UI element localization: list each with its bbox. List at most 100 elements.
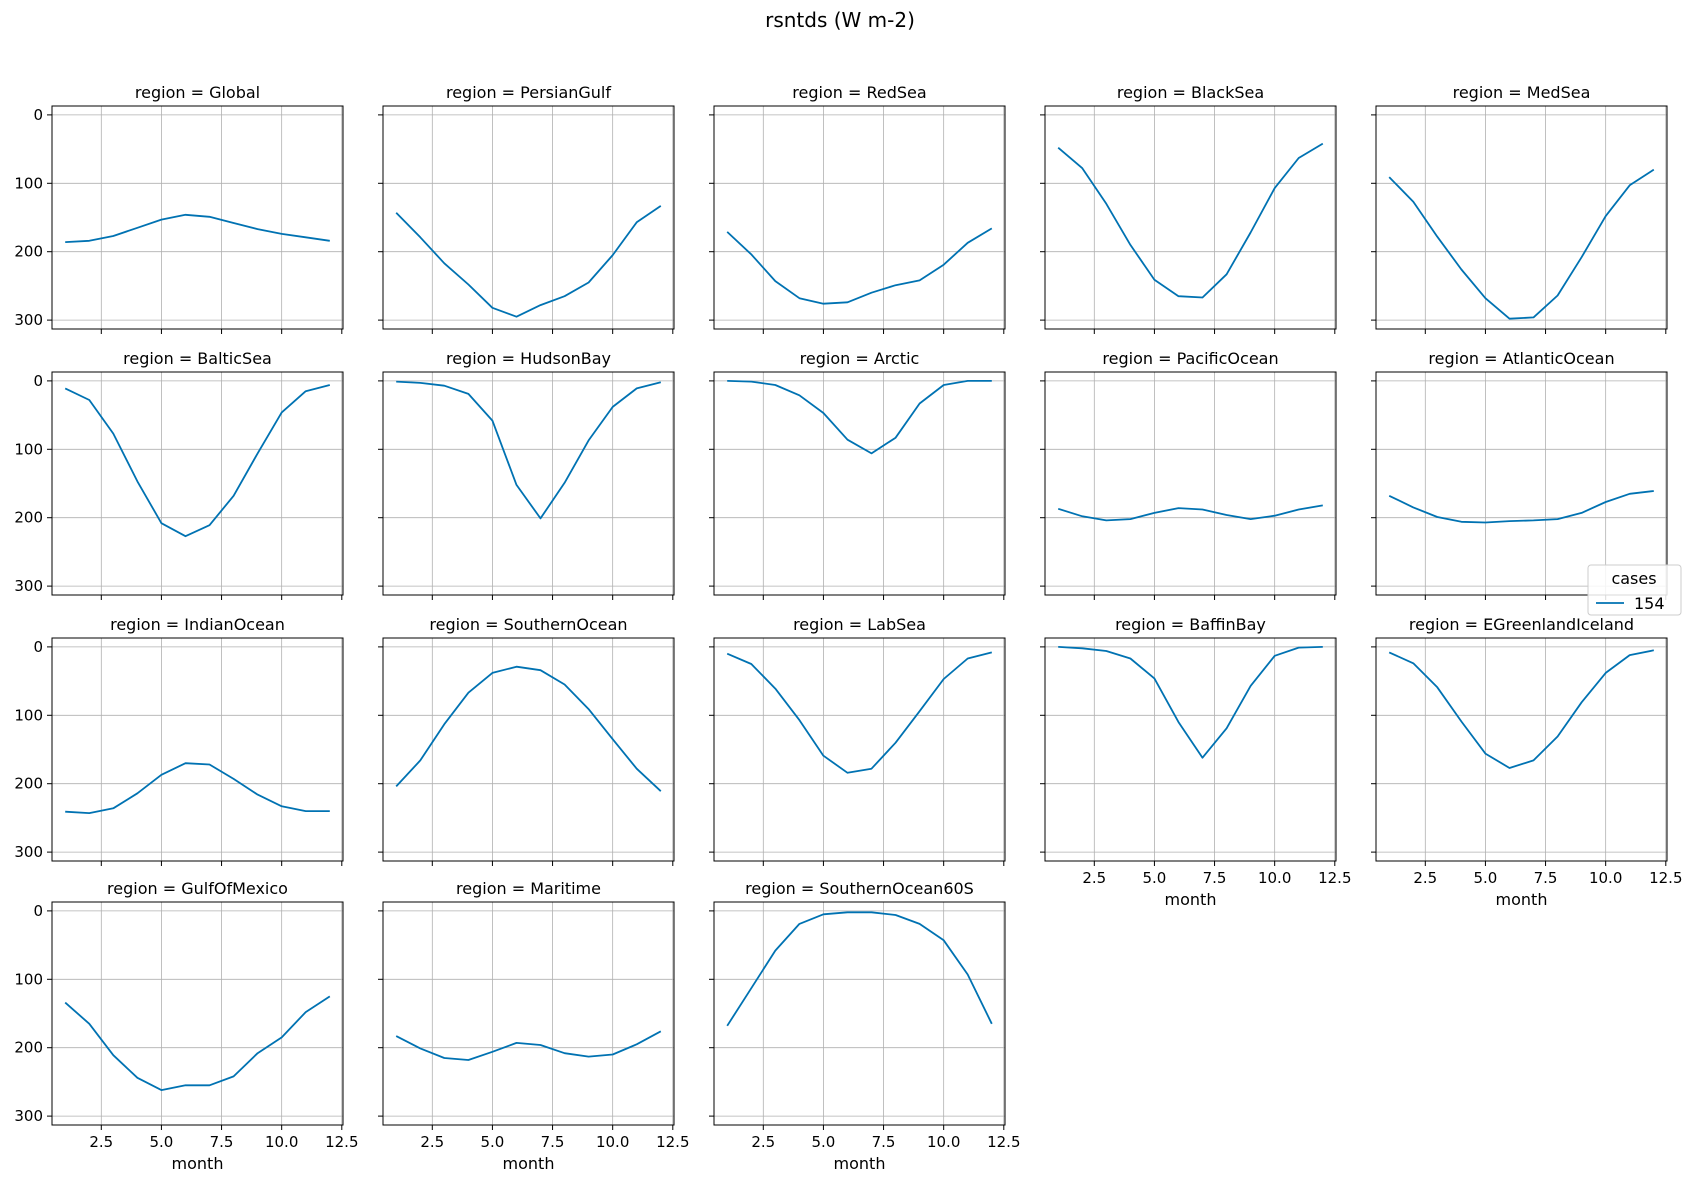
series-line-154 [64, 384, 331, 538]
panel-frame [1375, 371, 1668, 596]
panel-5: region = MedSea [1371, 83, 1668, 334]
x-tick-label: 2.5 [1413, 869, 1437, 887]
x-axis-label: month [503, 1154, 555, 1173]
series-line-154 [1388, 490, 1654, 524]
x-tick-label: 10.0 [927, 1133, 960, 1151]
panel-title: region = BlackSea [1117, 83, 1264, 102]
panel-frame [713, 637, 1006, 862]
panel-9: region = PacificOcean [1040, 349, 1337, 600]
panel-title: region = EGreenlandIceland [1409, 615, 1634, 634]
panel-title: region = Global [135, 83, 260, 102]
panel-frame [1375, 105, 1668, 330]
y-tick-label: 0 [33, 638, 43, 656]
legend: cases 154 [1587, 564, 1682, 616]
panel-title: region = SouthernOcean [429, 615, 627, 634]
panel-17: region = Maritime 2.5 5.0 7.5 10.0 12.5 month [378, 879, 690, 1173]
x-tick-label: 10.0 [1258, 869, 1291, 887]
x-axis-label: month [172, 1154, 224, 1173]
y-tick-label: 300 [14, 311, 43, 329]
x-tick-label: 2.5 [751, 1133, 775, 1151]
panel-frame [51, 371, 344, 596]
panel-title: region = AtlanticOcean [1428, 349, 1614, 368]
figure-title: rsntds (W m-2) [765, 8, 915, 32]
x-tick-label: 5.0 [480, 1133, 504, 1151]
series-line-154 [1057, 504, 1323, 522]
y-tick-label: 0 [33, 106, 43, 124]
x-tick-label: 5.0 [811, 1133, 835, 1151]
panel-title: region = BalticSea [123, 349, 272, 368]
x-tick-label: 7.5 [1203, 869, 1227, 887]
x-axis-label: month [1165, 890, 1217, 909]
panel-1: region = Global 0 100 200 300 [14, 83, 344, 334]
y-tick-label: 200 [14, 1039, 43, 1057]
x-tick-label: 10.0 [1589, 869, 1622, 887]
series-line-154 [395, 665, 662, 792]
y-tick-label: 0 [33, 902, 43, 920]
panel-title: region = SouthernOcean60S [745, 879, 974, 898]
x-tick-label: 12.5 [1649, 869, 1682, 887]
series-line-154 [65, 762, 330, 814]
series-line-154 [64, 995, 331, 1091]
y-tick-label: 300 [14, 577, 43, 595]
x-tick-label: 10.0 [596, 1133, 629, 1151]
y-tick-label: 100 [14, 970, 43, 988]
series-line-154 [396, 380, 662, 520]
series-line-154 [726, 651, 993, 774]
panel-11: region = IndianOcean 0 100 200 300 [14, 615, 344, 866]
panel-12: region = SouthernOcean [378, 615, 675, 866]
panel-frame [51, 105, 344, 330]
panel-16: region = GulfOfMexico 2.5 5.0 7.5 10.0 12.5 mo… [14, 879, 358, 1173]
panel-grid: region = Global 0 100 200 300 region = Persia… [14, 83, 1682, 1173]
panel-title: region = BaffinBay [1115, 615, 1266, 634]
y-tick-label: 100 [14, 174, 43, 192]
panel-4: region = BlackSea [1040, 83, 1337, 334]
series-line-154 [1388, 649, 1654, 769]
y-tick-label: 100 [14, 706, 43, 724]
panel-title: region = RedSea [792, 83, 926, 102]
panel-frame [713, 105, 1006, 330]
panel-frame [51, 637, 344, 862]
panel-7: region = HudsonBay [378, 349, 675, 600]
x-tick-label: 12.5 [325, 1133, 358, 1151]
y-tick-label: 200 [14, 509, 43, 527]
y-tick-label: 200 [14, 243, 43, 261]
legend-title: cases [1611, 569, 1656, 588]
x-tick-label: 5.0 [1473, 869, 1497, 887]
x-tick-label: 7.5 [872, 1133, 896, 1151]
panel-frame [713, 371, 1006, 596]
x-axis-label: month [834, 1154, 886, 1173]
series-line-154 [726, 227, 993, 305]
y-tick-label: 200 [14, 775, 43, 793]
panel-8: region = Arctic [709, 349, 1006, 600]
panel-frame [1044, 371, 1337, 596]
legend-entry-label: 154 [1634, 594, 1665, 613]
x-tick-label: 12.5 [1318, 869, 1351, 887]
x-tick-label: 12.5 [656, 1133, 689, 1151]
series-line-154 [1388, 168, 1655, 320]
series-line-154 [727, 379, 992, 455]
x-tick-label: 12.5 [987, 1133, 1020, 1151]
y-tick-label: 100 [14, 440, 43, 458]
panel-title: region = Arctic [800, 349, 920, 368]
panel-18: region = SouthernOcean60S 2.5 5.0 7.5 10.0 12… [709, 879, 1021, 1173]
panel-6: region = BalticSea 0 100 200 300 [14, 349, 344, 600]
y-tick-label: 0 [33, 372, 43, 390]
y-tick-label: 300 [14, 1107, 43, 1125]
panel-title: region = Maritime [456, 879, 601, 898]
panel-frame [382, 371, 675, 596]
panel-10: region = AtlanticOcean [1371, 349, 1668, 600]
series-line-154 [726, 911, 993, 1027]
panel-13: region = LabSea [709, 615, 1006, 866]
x-tick-label: 5.0 [1142, 869, 1166, 887]
panel-frame [382, 901, 675, 1126]
series-line-154 [395, 1030, 662, 1061]
panel-title: region = LabSea [793, 615, 926, 634]
x-tick-label: 2.5 [89, 1133, 113, 1151]
panel-title: region = HudsonBay [446, 349, 611, 368]
x-axis-label: month [1496, 890, 1548, 909]
series-line-154 [65, 213, 330, 243]
panel-2: region = PersianGulf [378, 83, 675, 334]
panel-14: region = BaffinBay 2.5 5.0 7.5 10.0 12.5 month [1040, 615, 1352, 909]
panel-frame [382, 105, 675, 330]
